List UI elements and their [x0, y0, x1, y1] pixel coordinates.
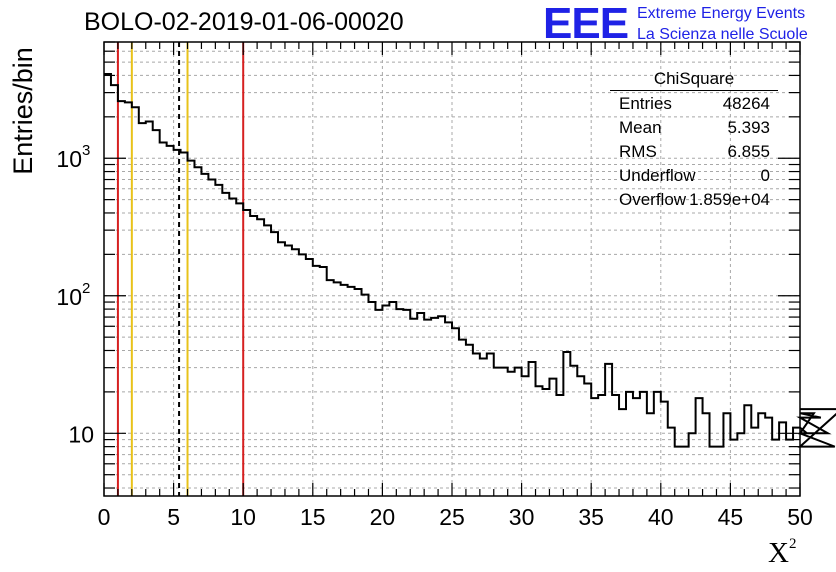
stats-key: RMS — [619, 142, 657, 161]
stats-row-rms: RMS 6.855 — [610, 140, 778, 164]
histogram-line — [104, 72, 836, 448]
x-tick-label: 15 — [300, 504, 326, 530]
stats-title: ChiSquare — [610, 68, 778, 91]
x-axis-label-base: X — [768, 537, 789, 569]
x-tick-label: 10 — [230, 504, 256, 530]
stats-value: 1.859e+04 — [689, 190, 770, 209]
y-tick-label: 10 — [56, 146, 82, 172]
stats-row-overflow: Overflow 1.859e+04 — [610, 188, 778, 212]
x-tick-label: 30 — [509, 504, 535, 530]
stats-row-mean: Mean 5.393 — [610, 116, 778, 140]
stats-key: Underflow — [619, 166, 696, 185]
logo-caption: Extreme Energy Events La Scienza nelle S… — [637, 3, 808, 45]
x-axis-label: X2 — [768, 536, 796, 570]
y-tick-label: 10 — [56, 284, 82, 310]
y-tick-label-exponent: 3 — [82, 142, 90, 159]
y-axis-label: Entries/bin — [8, 47, 38, 175]
eee-logo: EEE — [543, 0, 629, 48]
reference-lines — [116, 42, 245, 496]
stats-key: Entries — [619, 94, 672, 113]
stats-value: 6.855 — [727, 142, 770, 161]
stats-box: ChiSquare Entries 48264 Mean 5.393 RMS 6.85… — [610, 68, 778, 212]
x-tick-label: 50 — [787, 504, 813, 530]
x-tick-label: 0 — [98, 504, 111, 530]
x-tick-label: 25 — [439, 504, 465, 530]
axis-ticks — [103, 41, 801, 496]
stats-value: 48264 — [722, 94, 770, 113]
x-tick-label: 20 — [370, 504, 396, 530]
plot-title: BOLO-02-2019-01-06-00020 — [84, 8, 404, 36]
x-axis-label-exponent: 2 — [788, 536, 797, 552]
x-tick-label: 5 — [167, 504, 180, 530]
x-tick-label: 40 — [648, 504, 674, 530]
stats-value: 5.393 — [727, 118, 770, 137]
x-tick-label: 35 — [578, 504, 604, 530]
stats-row-underflow: Underflow 0 — [610, 164, 778, 188]
stats-value: 0 — [760, 166, 770, 185]
x-tick-label: 45 — [718, 504, 744, 530]
y-tick-label: 10 — [68, 421, 94, 447]
stats-row-entries: Entries 48264 — [610, 92, 778, 116]
logo-line-2: La Scienza nelle Scuole — [637, 26, 808, 43]
stats-key: Mean — [619, 118, 662, 137]
logo-line-1: Extreme Energy Events — [637, 5, 806, 22]
x-tick-labels: 0 5 10 15 20 25 30 35 40 45 50 — [98, 504, 813, 530]
y-tick-label-exponent: 2 — [82, 280, 90, 297]
stats-key: Overflow — [619, 190, 687, 209]
